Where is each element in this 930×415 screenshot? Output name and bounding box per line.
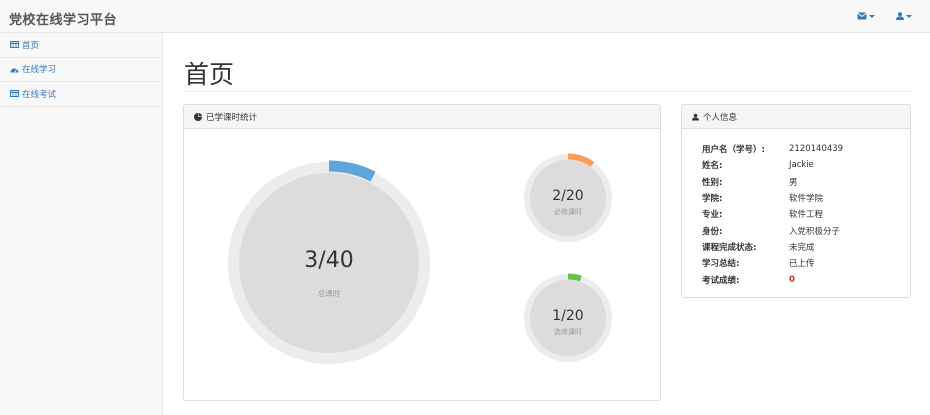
personal-info-panel-heading: 个人信息: [682, 105, 910, 129]
info-row-exam-score: 考试成绩: 0: [702, 271, 843, 287]
envelope-icon: [857, 12, 867, 20]
page-title: 首页: [184, 60, 235, 89]
info-key: 用户名（学号）:: [702, 145, 765, 156]
total-hours-value: 3/40: [304, 248, 354, 273]
user-icon: [896, 12, 904, 20]
info-key: 学习总结:: [702, 259, 740, 270]
gauge-progress-arc: [567, 273, 582, 282]
pie-chart-icon: [194, 112, 202, 121]
table-icon: [10, 90, 19, 98]
gauge-inner-disc: [530, 160, 606, 236]
info-key: 考试成绩:: [702, 275, 740, 286]
info-row-username: 用户名（学号）: 2120140439: [702, 141, 843, 157]
title-divider: [184, 91, 911, 92]
info-value: 未完成: [789, 242, 815, 253]
info-key: 身份:: [702, 226, 723, 237]
personal-info-panel-title: 个人信息: [703, 112, 738, 123]
info-value: 男: [789, 177, 798, 188]
required-hours-value: 2/20: [552, 188, 584, 204]
info-key: 姓名:: [702, 161, 723, 172]
gauge-inner-disc: [530, 280, 606, 356]
info-value: Jackie: [789, 160, 814, 171]
info-row-course-status: 课程完成状态: 未完成: [702, 239, 843, 255]
elective-hours-label: 选修课时: [554, 328, 582, 336]
sidebar-item-label: 首页: [22, 40, 40, 51]
personal-info-panel: 个人信息 用户名（学号）: 2120140439 姓名: Jackie 性别: …: [681, 104, 911, 298]
messages-dropdown[interactable]: [857, 11, 875, 21]
study-hours-panel-heading: 已学课时统计: [184, 105, 660, 129]
study-hours-panel-title: 已学课时统计: [206, 112, 258, 123]
dashboard-icon: [10, 68, 19, 73]
info-row-college: 学院: 软件学院: [702, 190, 843, 206]
info-key: 课程完成状态:: [702, 242, 757, 253]
sidebar-item-online-learning[interactable]: 在线学习: [0, 58, 162, 82]
elective-hours-gauge: 1/20 选修课时: [523, 273, 613, 363]
exam-score-value: 0: [789, 274, 795, 285]
total-hours-label: 总课时: [317, 289, 341, 298]
user-icon: [692, 113, 699, 120]
gauge-progress-arc: [567, 153, 595, 167]
sidebar-item-online-exam[interactable]: 在线考试: [0, 82, 162, 107]
sidebar-item-label: 在线学习: [22, 65, 57, 76]
chevron-down-icon: [906, 14, 912, 18]
info-row-study-summary: 学习总结: 已上传: [702, 255, 843, 271]
sidebar-item-label: 在线考试: [22, 89, 57, 100]
chevron-down-icon: [869, 14, 875, 18]
info-value: 2120140439: [789, 144, 844, 155]
info-row-identity: 身份: 入党积极分子: [702, 222, 843, 238]
gauge-progress-arc: [328, 160, 376, 182]
info-key: 专业:: [702, 210, 723, 221]
info-row-major: 专业: 软件工程: [702, 206, 843, 222]
info-value: 软件工程: [789, 210, 824, 221]
sidebar: 首页 在线学习 在线考试: [0, 33, 163, 415]
brand-title[interactable]: 党校在线学习平台: [9, 13, 118, 28]
info-value: 软件学院: [789, 194, 824, 205]
info-row-name: 姓名: Jackie: [702, 157, 843, 173]
user-dropdown[interactable]: [896, 11, 912, 21]
total-hours-gauge: 3/40 总课时: [226, 160, 432, 366]
info-key: 性别:: [702, 177, 723, 188]
info-key: 学院:: [702, 194, 723, 205]
top-navbar: 党校在线学习平台: [0, 0, 930, 33]
required-hours-label: 必修课时: [554, 208, 582, 216]
study-hours-panel: 已学课时统计 3/40 总课时 2/20 必修课时 1/20 选修课时: [183, 104, 661, 401]
required-hours-gauge: 2/20 必修课时: [523, 153, 613, 243]
elective-hours-value: 1/20: [552, 308, 584, 324]
info-value: 已上传: [789, 259, 815, 270]
table-icon: [10, 41, 19, 49]
gauge-inner-disc: [239, 173, 419, 353]
sidebar-item-home[interactable]: 首页: [0, 33, 162, 58]
info-value: 入党积极分子: [789, 226, 841, 237]
personal-info-list: 用户名（学号）: 2120140439 姓名: Jackie 性别: 男 学院:…: [702, 141, 843, 288]
info-row-gender: 性别: 男: [702, 174, 843, 190]
